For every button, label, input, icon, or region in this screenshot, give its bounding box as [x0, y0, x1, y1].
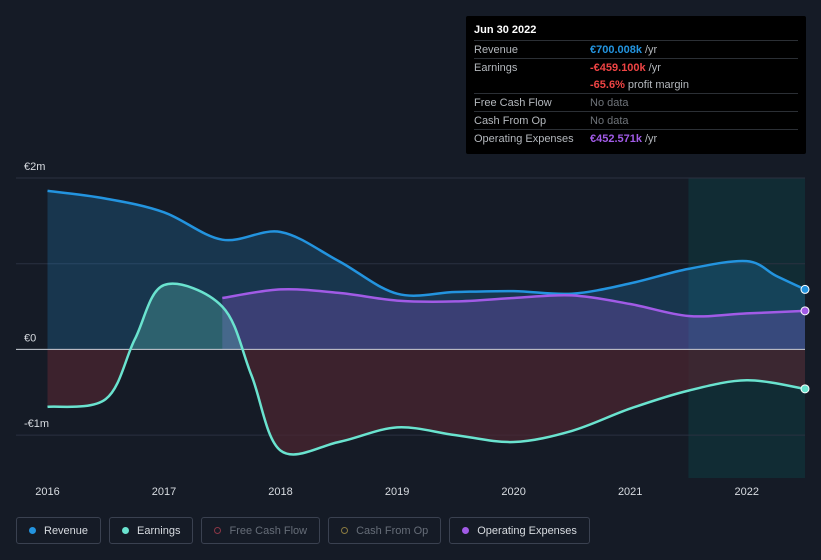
tooltip-revenue-value: €700.008k: [590, 43, 642, 56]
opex-dot-icon: [462, 527, 470, 534]
tooltip-margin-value: -65.6%: [590, 78, 625, 91]
legend-cfo-label: Cash From Op: [356, 524, 429, 537]
tooltip-fcf-label: Free Cash Flow: [474, 96, 552, 109]
fcf-dot-icon: [214, 527, 222, 534]
x-tick-label: 2022: [734, 486, 758, 498]
y-tick-label: -€1m: [24, 418, 49, 430]
tooltip-revenue-unit: /yr: [645, 43, 658, 56]
legend-opex-label: Operating Expenses: [477, 524, 577, 537]
legend-earnings-button[interactable]: Earnings: [109, 517, 194, 544]
tooltip-row-cfo: Cash From Op No data: [474, 111, 798, 129]
x-tick-label: 2020: [501, 486, 525, 498]
y-axis-ticks: €2m €0 -€1m: [24, 161, 49, 430]
earnings-dot-icon: [122, 527, 130, 534]
x-tick-label: 2016: [35, 486, 59, 498]
earnings-line[interactable]: [47, 282, 806, 456]
x-tick-label: 2019: [385, 486, 409, 498]
legend-fcf-label: Free Cash Flow: [229, 524, 308, 537]
tooltip-earnings-label: Earnings: [474, 61, 518, 74]
chart-legend: Revenue Earnings Free Cash Flow Cash Fro…: [16, 517, 598, 544]
tooltip-row-fcf: Free Cash Flow No data: [474, 93, 798, 111]
tooltip-panel: Jun 30 2022 Revenue €700.008k /yr Earnin…: [466, 16, 806, 154]
tooltip-opex-unit: /yr: [645, 132, 658, 145]
cfo-dot-icon: [341, 527, 349, 534]
revenue-end-dot: [800, 284, 810, 294]
tooltip-fcf-value: No data: [590, 96, 629, 109]
earnings-end-dot: [800, 384, 810, 394]
tooltip-opex-label: Operating Expenses: [474, 132, 574, 145]
legend-revenue-button[interactable]: Revenue: [16, 517, 102, 544]
operating-expenses-line[interactable]: [222, 287, 806, 318]
legend-revenue-label: Revenue: [44, 524, 89, 537]
tooltip-date: Jun 30 2022: [474, 24, 537, 36]
tooltip-row-opex: Operating Expenses €452.571k /yr: [474, 129, 798, 147]
revenue-dot-icon: [29, 527, 36, 534]
forecast-highlight-band: [688, 178, 805, 478]
x-tick-label: 2021: [618, 486, 642, 498]
legend-fcf-button[interactable]: Free Cash Flow: [201, 517, 321, 544]
opex-end-dot: [800, 306, 810, 316]
tooltip-row-revenue: Revenue €700.008k /yr: [474, 40, 798, 58]
tooltip-row-earnings: Earnings -€459.100k /yr: [474, 58, 798, 76]
series-endpoints: [800, 284, 810, 394]
operating-expenses-area: [222, 289, 806, 350]
tooltip-cfo-label: Cash From Op: [474, 114, 547, 127]
legend-opex-button[interactable]: Operating Expenses: [449, 517, 590, 544]
tooltip-cfo-value: No data: [590, 114, 629, 127]
x-axis-ticks: 2016 2017 2018 2019 2020 2021 2022: [35, 486, 759, 498]
tooltip-earnings-unit: /yr: [648, 61, 661, 74]
x-tick-label: 2017: [152, 486, 176, 498]
tooltip-revenue-label: Revenue: [474, 43, 519, 56]
x-tick-label: 2018: [268, 486, 292, 498]
tooltip-earnings-value: -€459.100k: [590, 61, 646, 74]
legend-cfo-button[interactable]: Cash From Op: [328, 517, 442, 544]
legend-earnings-label: Earnings: [137, 524, 181, 537]
revenue-line[interactable]: [47, 189, 806, 297]
tooltip-opex-value: €452.571k: [590, 132, 642, 145]
tooltip-row-margin: -65.6% profit margin: [474, 76, 798, 93]
tooltip-margin-text: profit margin: [627, 78, 689, 91]
y-tick-label: €0: [24, 332, 36, 344]
y-tick-label: €2m: [24, 161, 45, 173]
earnings-area: [47, 349, 805, 455]
revenue-area: [47, 190, 805, 350]
